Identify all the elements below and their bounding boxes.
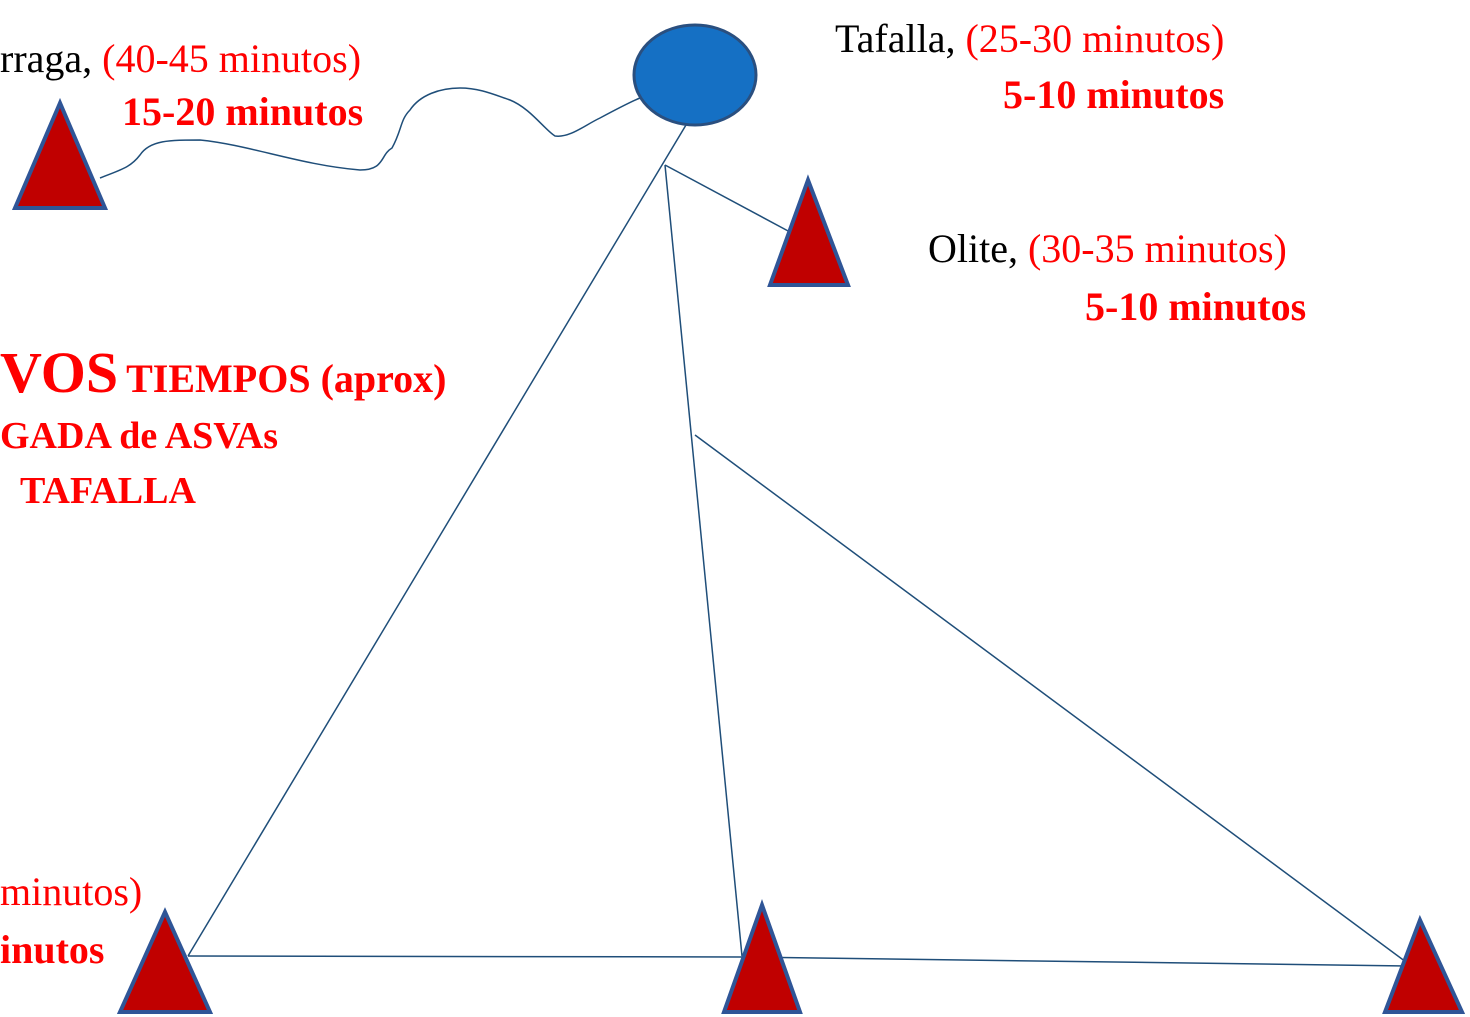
heading-line: TIEMPOS (aprox): [126, 356, 446, 401]
heading: VOS TIEMPOS (aprox): [0, 340, 447, 405]
town-triangle: [1382, 914, 1466, 1014]
town-triangle: [721, 899, 803, 1014]
town-triangle: [116, 907, 214, 1014]
new-time: 5-10 minutos: [1003, 72, 1224, 117]
road: [99, 87, 641, 179]
town-triangle: [11, 97, 109, 210]
road: [694, 434, 1411, 966]
road: [187, 955, 743, 958]
town-label: rraga, (40-45 minutos): [0, 36, 361, 81]
town-name: rraga,: [0, 36, 102, 81]
old-time: minutos): [0, 869, 142, 914]
town-label: Tafalla, (25-30 minutos): [835, 16, 1224, 61]
heading-big: VOS: [0, 340, 118, 405]
road: [187, 124, 687, 957]
town-label: Olite, (30-35 minutos): [928, 226, 1287, 271]
road: [664, 164, 791, 233]
road: [741, 956, 1411, 967]
new-time: 5-10 minutos: [1085, 284, 1306, 329]
new-time: inutos: [0, 927, 105, 972]
old-time: (40-45 minutos): [102, 36, 361, 81]
road: [664, 164, 743, 957]
town-triangle: [767, 174, 851, 287]
old-time: (30-35 minutos): [1028, 226, 1287, 271]
town-name: Tafalla,: [835, 16, 965, 61]
town-name: Olite,: [928, 226, 1028, 271]
origin-circle: [632, 23, 758, 127]
heading-line: TAFALLA: [20, 470, 196, 512]
new-time: 15-20 minutos: [122, 89, 363, 134]
old-time: (25-30 minutos): [965, 16, 1224, 61]
heading-line: GADA de ASVAs: [0, 415, 278, 457]
